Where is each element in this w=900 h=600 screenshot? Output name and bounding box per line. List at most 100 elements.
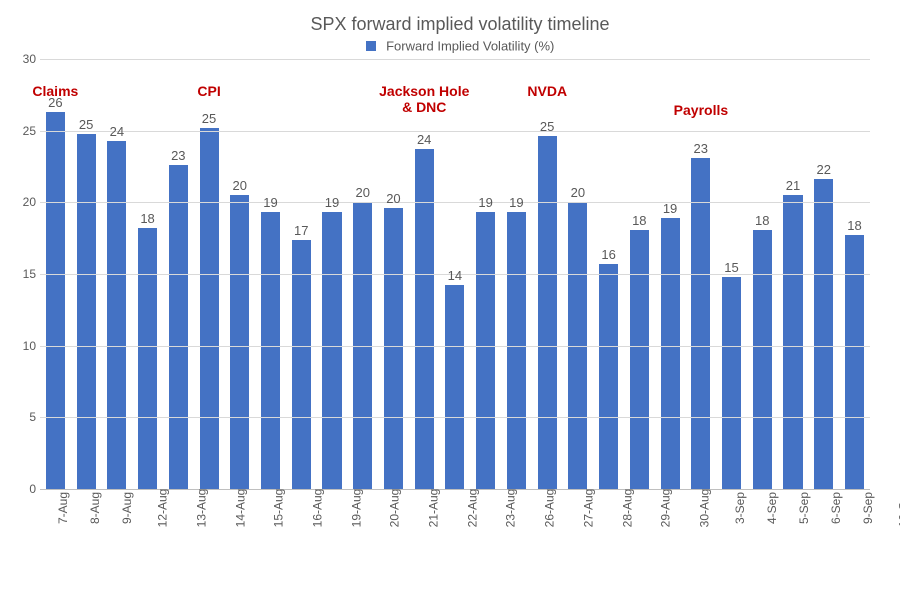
x-tick-label: 12-Aug: [155, 489, 169, 528]
x-tick-slot: 12-Aug: [136, 494, 175, 508]
bar: [476, 212, 495, 489]
bar-data-label: 14: [448, 268, 462, 283]
x-tick-slot: 21-Aug: [407, 494, 446, 508]
event-label: CPI: [197, 83, 220, 99]
bar: [722, 277, 741, 489]
x-tick-slot: 22-Aug: [446, 494, 485, 508]
x-tick-label: 3-Sep: [733, 492, 747, 524]
bar-data-label: 25: [79, 117, 93, 132]
x-tick-slot: 5-Sep: [781, 494, 813, 508]
x-tick-label: 14-Aug: [233, 489, 247, 528]
bar: [292, 240, 311, 489]
bar: [814, 179, 833, 489]
bar: [507, 212, 526, 489]
bar: [77, 134, 96, 489]
x-tick-label: 30-Aug: [697, 489, 711, 528]
x-tick-label: 16-Aug: [310, 489, 324, 528]
x-tick-label: 13-Aug: [194, 489, 208, 528]
x-tick-label: 28-Aug: [620, 489, 634, 528]
bar: [415, 149, 434, 489]
bar: [783, 195, 802, 489]
y-tick-label: 10: [6, 339, 36, 353]
grid-line: [40, 131, 870, 132]
bar: [169, 165, 188, 489]
x-tick-label: 10-Sep: [896, 489, 900, 528]
y-tick-label: 5: [6, 410, 36, 424]
bar: [661, 218, 680, 489]
bar-data-label: 18: [847, 218, 861, 233]
x-tick-slot: 7-Aug: [40, 494, 72, 508]
bar: [384, 208, 403, 489]
y-tick-label: 25: [6, 124, 36, 138]
legend-swatch: [366, 41, 376, 51]
bar: [200, 128, 219, 489]
bar: [445, 285, 464, 489]
x-tick-label: 6-Sep: [829, 492, 843, 524]
bar: [691, 158, 710, 489]
x-tick-label: 26-Aug: [542, 489, 556, 528]
x-tick-slot: 23-Aug: [484, 494, 523, 508]
x-tick-label: 15-Aug: [272, 489, 286, 528]
x-tick-label: 19-Aug: [349, 489, 363, 528]
bar-data-label: 25: [202, 111, 216, 126]
bar-data-label: 19: [325, 195, 339, 210]
x-tick-slot: 9-Sep: [845, 494, 877, 508]
bar-data-label: 24: [417, 132, 431, 147]
bar-data-label: 20: [571, 185, 585, 200]
chart-container: SPX forward implied volatility timeline …: [0, 0, 900, 600]
x-tick-slot: 3-Sep: [717, 494, 749, 508]
bar-data-label: 19: [663, 201, 677, 216]
x-tick-slot: 16-Aug: [291, 494, 330, 508]
bar-data-label: 18: [140, 211, 154, 226]
chart-title: SPX forward implied volatility timeline: [40, 14, 880, 35]
x-tick-label: 9-Aug: [120, 492, 134, 524]
grid-line: [40, 59, 870, 60]
y-tick-label: 15: [6, 267, 36, 281]
y-tick-label: 20: [6, 195, 36, 209]
bar-data-label: 17: [294, 223, 308, 238]
bar-data-label: 19: [509, 195, 523, 210]
bar: [322, 212, 341, 489]
bar: [46, 112, 65, 489]
x-tick-label: 21-Aug: [426, 489, 440, 528]
x-tick-slot: 15-Aug: [252, 494, 291, 508]
x-tick-slot: 14-Aug: [214, 494, 253, 508]
grid-line: [40, 417, 870, 418]
x-tick-label: 23-Aug: [504, 489, 518, 528]
bar: [230, 195, 249, 489]
bar-data-label: 23: [171, 148, 185, 163]
x-tick-label: 8-Aug: [88, 492, 102, 524]
x-tick-slot: 4-Sep: [749, 494, 781, 508]
bar: [630, 230, 649, 489]
event-label: Claims: [32, 83, 78, 99]
bar-data-label: 25: [540, 119, 554, 134]
legend-label: Forward Implied Volatility (%): [386, 38, 554, 53]
x-axis: 7-Aug8-Aug9-Aug12-Aug13-Aug14-Aug15-Aug1…: [40, 494, 870, 508]
bar: [138, 228, 157, 489]
x-tick-slot: 8-Aug: [72, 494, 104, 508]
x-tick-label: 20-Aug: [388, 489, 402, 528]
bar-data-label: 21: [786, 178, 800, 193]
x-tick-label: 5-Sep: [797, 492, 811, 524]
bar-data-label: 22: [816, 162, 830, 177]
bar-data-label: 15: [724, 260, 738, 275]
bar-data-label: 19: [263, 195, 277, 210]
bar-data-label: 20: [355, 185, 369, 200]
event-label: Jackson Hole & DNC: [379, 83, 469, 115]
x-tick-slot: 10-Sep: [877, 494, 900, 508]
x-tick-label: 9-Sep: [861, 492, 875, 524]
bar-data-label: 23: [694, 141, 708, 156]
bar-data-label: 19: [478, 195, 492, 210]
bar-data-label: 20: [386, 191, 400, 206]
x-tick-slot: 13-Aug: [175, 494, 214, 508]
x-tick-slot: 19-Aug: [330, 494, 369, 508]
bar-data-label: 16: [601, 247, 615, 262]
x-tick-slot: 9-Aug: [104, 494, 136, 508]
plot-area: 2625241823252019171920202414191925201618…: [40, 59, 870, 490]
x-tick-slot: 26-Aug: [523, 494, 562, 508]
x-tick-label: 27-Aug: [581, 489, 595, 528]
bar: [261, 212, 280, 489]
x-tick-slot: 29-Aug: [639, 494, 678, 508]
bar: [599, 264, 618, 489]
x-tick-label: 22-Aug: [465, 489, 479, 528]
